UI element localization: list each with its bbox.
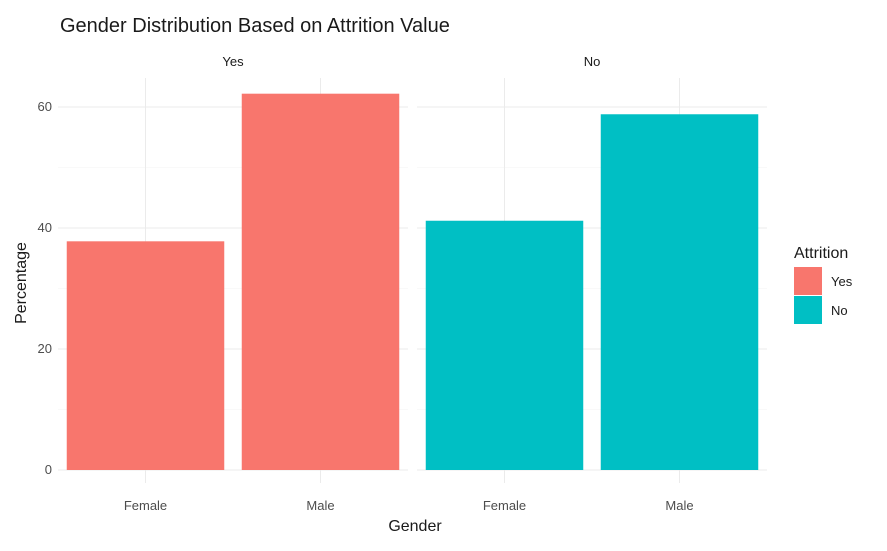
legend-key-yes — [794, 267, 822, 295]
facet-panels: 0 20 40 60 Yes Female Male No Female Male — [38, 54, 767, 513]
y-tick-label: 60 — [38, 99, 52, 114]
bar-no-female — [425, 220, 584, 470]
facet-panel-yes: Yes Female Male — [58, 54, 408, 513]
x-tick-label: Female — [483, 498, 526, 513]
y-axis-title: Percentage — [13, 242, 30, 324]
x-tick-label: Female — [124, 498, 167, 513]
legend: Attrition Yes No — [794, 245, 853, 324]
y-tick-label: 40 — [38, 220, 52, 235]
y-tick-label: 20 — [38, 341, 52, 356]
bar-yes-female — [66, 241, 225, 470]
y-tick-label: 0 — [45, 462, 52, 477]
facet-strip-label: No — [584, 54, 601, 69]
chart-title: Gender Distribution Based on Attrition V… — [60, 15, 450, 37]
legend-label-no: No — [831, 303, 848, 318]
legend-key-no — [794, 296, 822, 324]
bar-no-male — [600, 114, 759, 470]
legend-label-yes: Yes — [831, 274, 853, 289]
facet-strip-label: Yes — [222, 54, 244, 69]
legend-title: Attrition — [794, 245, 848, 262]
bar-yes-male — [241, 93, 400, 470]
x-tick-label: Male — [306, 498, 334, 513]
facet-panel-no: No Female Male — [417, 54, 767, 513]
x-tick-label: Male — [665, 498, 693, 513]
x-axis-title: Gender — [388, 518, 442, 535]
